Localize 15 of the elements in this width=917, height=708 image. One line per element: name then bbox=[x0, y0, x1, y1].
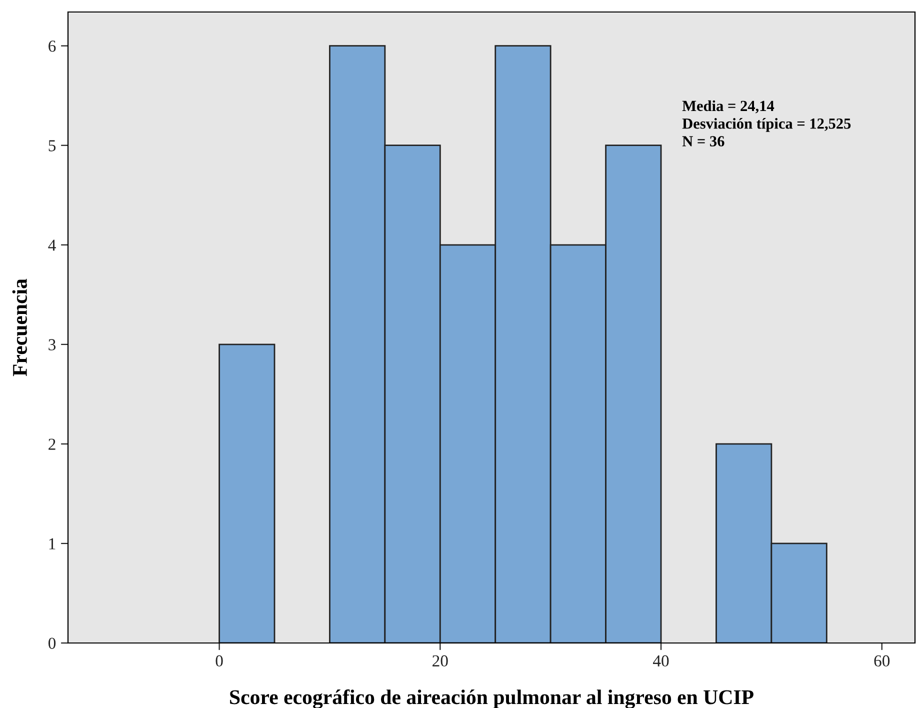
y-tick-label: 2 bbox=[48, 438, 56, 450]
annotation: N = 36 bbox=[682, 136, 724, 146]
y-tick-label: 5 bbox=[48, 140, 56, 152]
y-tick-label: 1 bbox=[49, 538, 56, 550]
x-tick-label: 60 bbox=[874, 655, 890, 667]
x-tick-label: 40 bbox=[653, 655, 669, 667]
y-tick-label: 0 bbox=[48, 638, 56, 649]
y-tick-label: 6 bbox=[48, 40, 56, 52]
x-tick-label: 0 bbox=[216, 655, 223, 667]
y-axis-title: Frecuencia bbox=[12, 278, 28, 376]
y-tick-label: 3 bbox=[48, 339, 56, 350]
annotation: Desviación típica = 12,525 bbox=[682, 118, 851, 132]
x-tick-label: 20 bbox=[432, 655, 448, 667]
annotation: Media = 24,14 bbox=[682, 100, 774, 114]
y-tick-label: 4 bbox=[48, 240, 56, 251]
